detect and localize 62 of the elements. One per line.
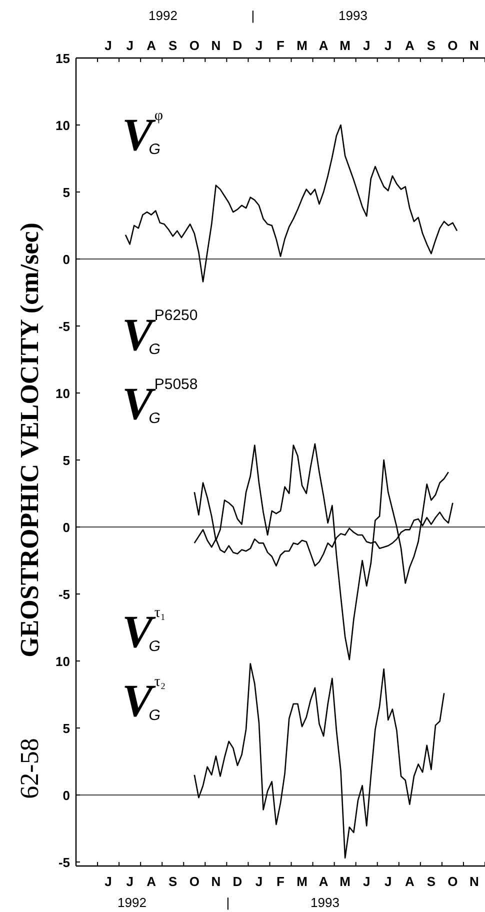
x-tick-label: J	[384, 874, 392, 889]
annotation: V$_{G}$φ	[122, 108, 164, 160]
x-tick-label: D	[232, 874, 242, 889]
x-tick-label: S	[168, 38, 178, 53]
x-tick-label: J	[384, 38, 392, 53]
annotation: V$_{G}$P6250	[122, 307, 198, 360]
x-tick-label: A	[146, 874, 157, 889]
x-tick-label: J	[104, 38, 112, 53]
text: |	[226, 895, 230, 910]
y-tick-label: 15	[56, 51, 70, 66]
x-tick-label: N	[211, 874, 221, 889]
x-tick-label: S	[168, 874, 178, 889]
x-tick-label: S	[426, 38, 436, 53]
x-tick-label: O	[448, 38, 458, 53]
annotation: V$_{G}$P5058	[122, 376, 198, 429]
x-tick-label: S	[426, 874, 436, 889]
x-tick-label: M	[296, 874, 308, 889]
y-tick-label: 10	[56, 654, 70, 669]
text: 1992	[148, 8, 178, 23]
y-tick-label: 0	[62, 788, 70, 803]
x-tick-label: J	[255, 38, 263, 53]
x-tick-label: A	[404, 38, 415, 53]
x-tick-label: J	[362, 874, 370, 889]
text: 1993	[310, 895, 340, 910]
y-tick-label: -5	[58, 586, 70, 602]
y-tick-label: 10	[56, 118, 70, 133]
x-tick-label: F	[276, 38, 285, 53]
annotation: V$_{G}$τ₂	[122, 674, 166, 726]
x-tick-label: M	[340, 38, 350, 53]
y-tick-label: 5	[62, 184, 70, 200]
y-axis-title: GEOSTROPHIC VELOCITY (cm/sec)	[15, 222, 44, 658]
x-tick-label: F	[276, 874, 285, 889]
x-tick-label: O	[189, 38, 200, 53]
x-tick-label: A	[146, 38, 157, 53]
annotation: V$_{G}$τ₁	[122, 605, 166, 657]
y-axis-title: 62-58	[15, 738, 44, 799]
y-tick-label: 5	[62, 720, 70, 736]
y-tick-label: -5	[58, 318, 70, 334]
y-tick-label: 10	[56, 386, 70, 401]
x-tick-label: J	[255, 874, 263, 889]
x-tick-label: O	[448, 874, 458, 889]
x-tick-label: A	[404, 874, 415, 889]
y-tick-label: 0	[62, 252, 70, 267]
y-tick-label: 0	[62, 520, 70, 535]
x-tick-label: D	[232, 38, 242, 53]
y-tick-label: 5	[62, 452, 70, 468]
x-tick-label: J	[104, 874, 112, 889]
text: 1993	[338, 8, 368, 23]
x-tick-label: J	[126, 38, 134, 53]
x-tick-label: O	[189, 874, 200, 889]
x-tick-label: J	[126, 874, 134, 889]
x-tick-label: A	[318, 38, 329, 53]
text: |	[251, 8, 255, 23]
x-tick-label: M	[340, 874, 350, 889]
x-tick-label: N	[470, 38, 479, 53]
x-tick-label: N	[470, 874, 479, 889]
x-tick-label: N	[211, 38, 221, 53]
y-tick-label: -5	[58, 854, 70, 870]
text: 1992	[118, 895, 146, 910]
x-tick-label: M	[296, 38, 308, 53]
x-tick-label: J	[362, 38, 370, 53]
x-tick-label: A	[318, 874, 329, 889]
